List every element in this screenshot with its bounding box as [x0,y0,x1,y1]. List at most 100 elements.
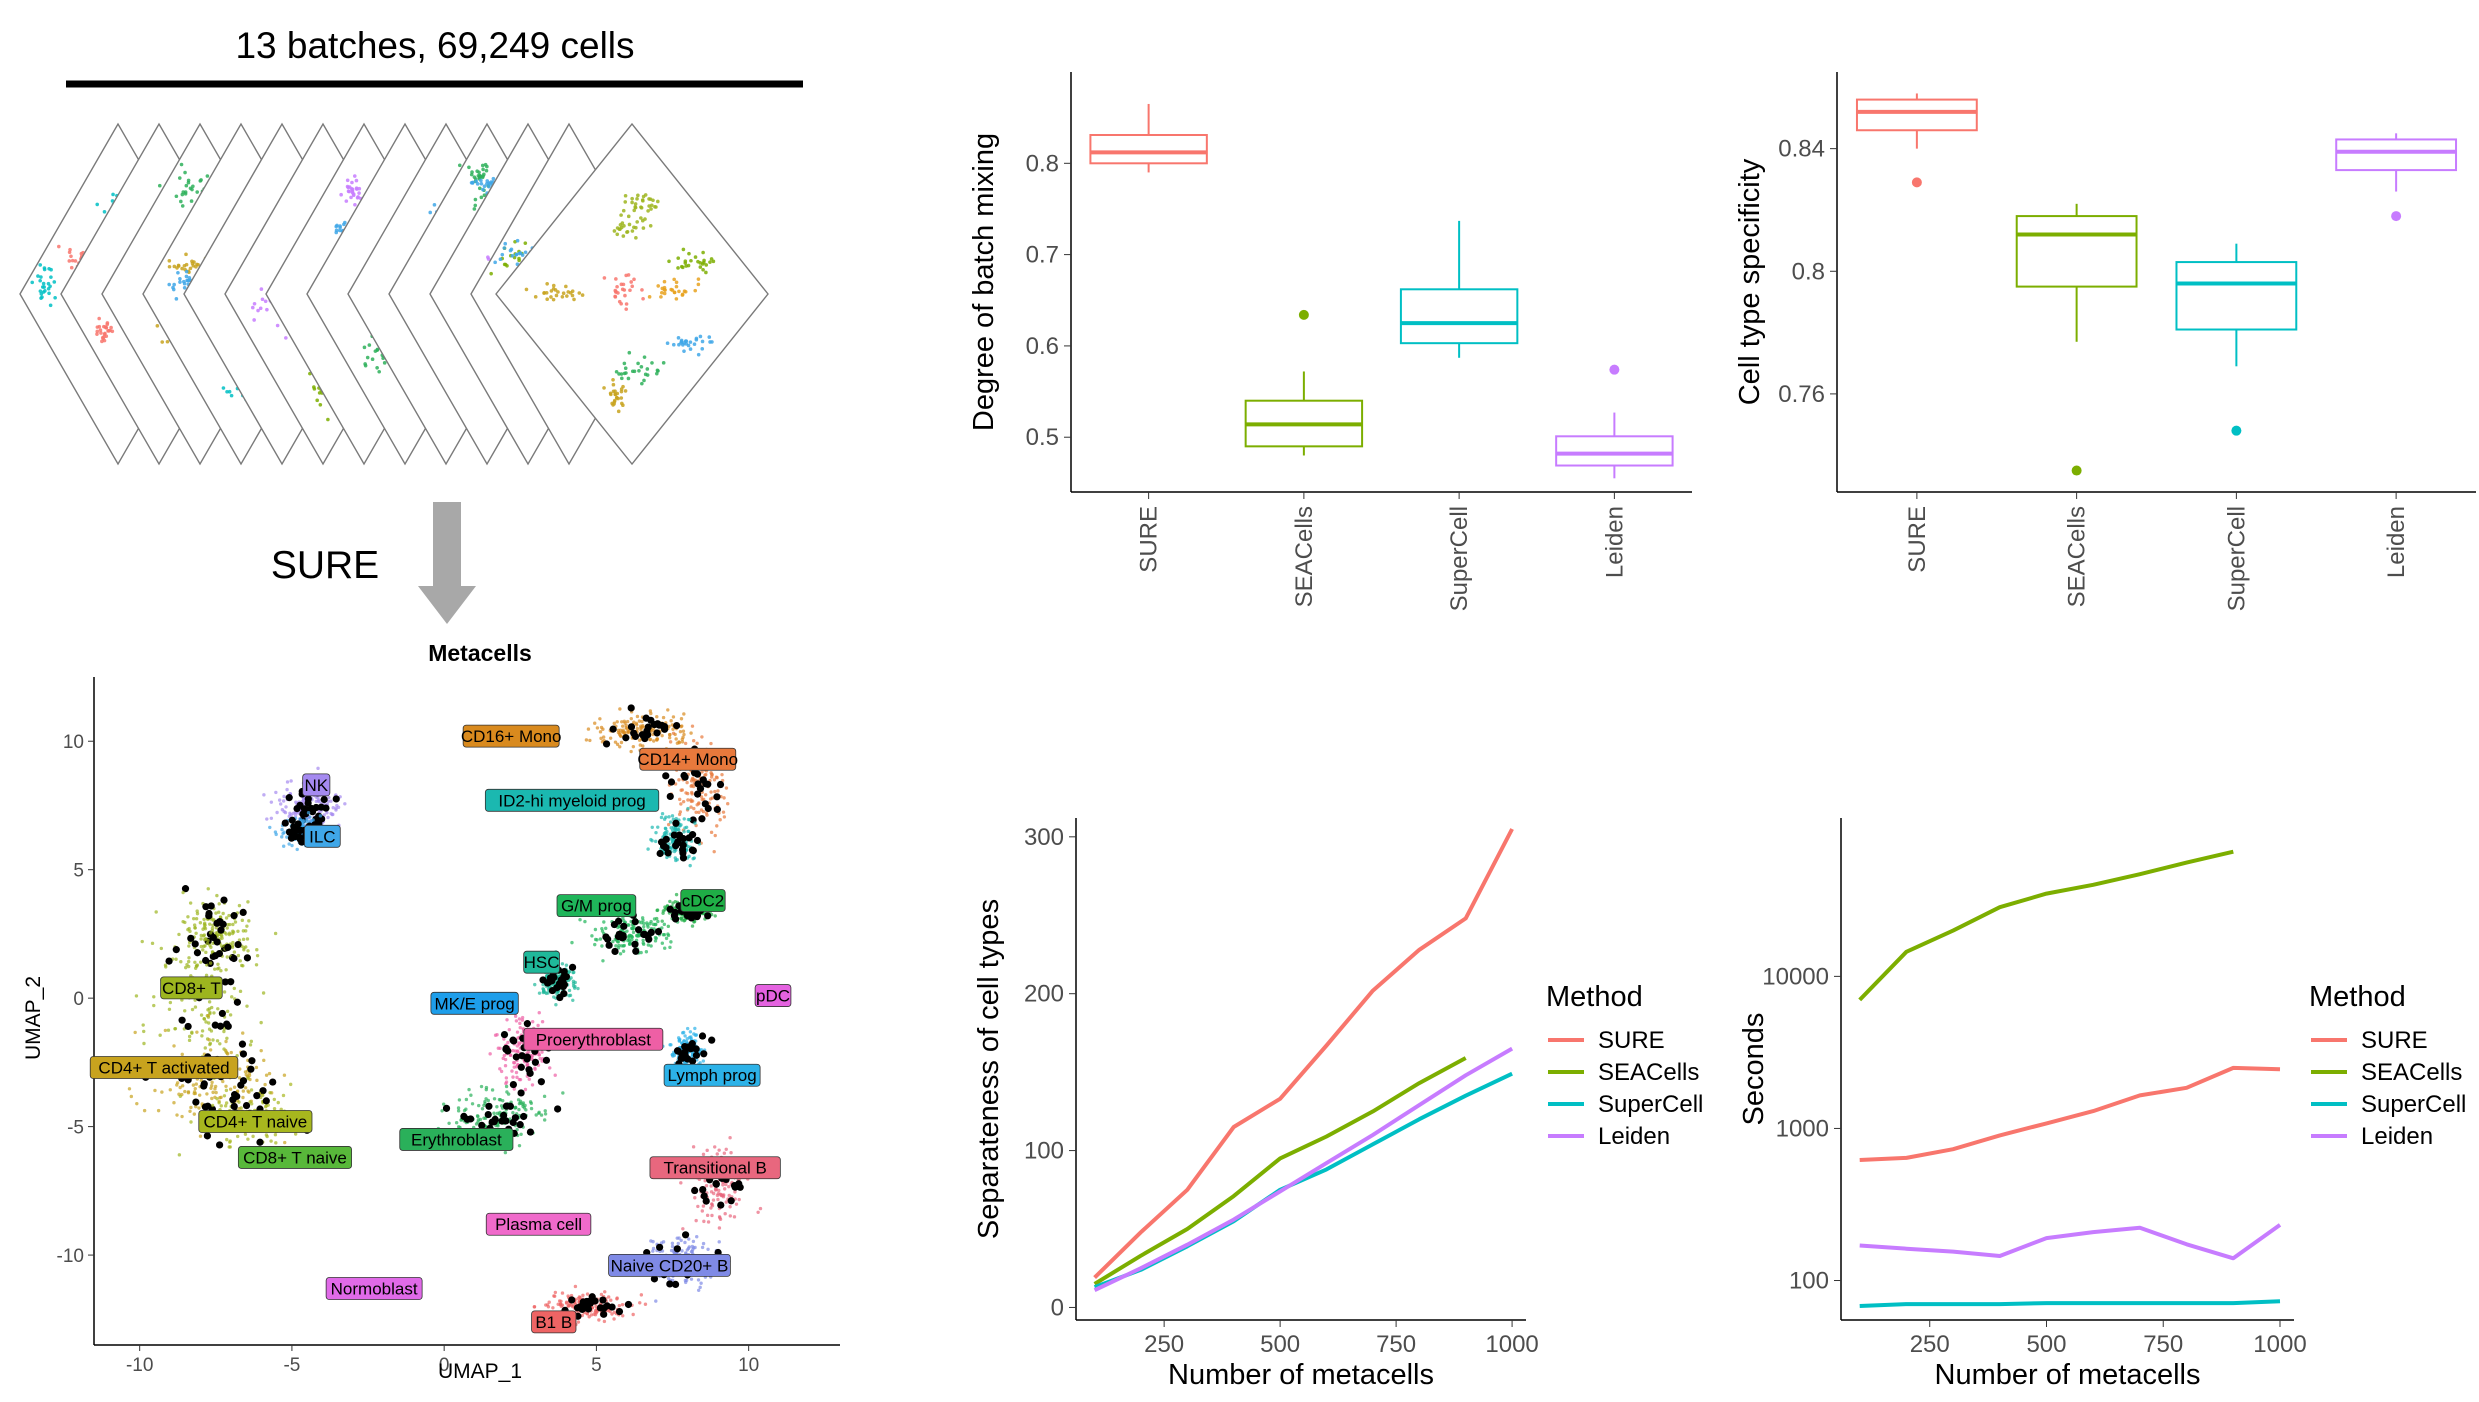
metacell-point [253,1092,261,1100]
umap-cell [709,830,714,835]
batch-cell [611,382,616,387]
x-tick-label: 250 [1910,1331,1950,1358]
umap-cell [554,1003,558,1007]
metacell-point [192,1098,200,1106]
umap-cell [477,1103,481,1108]
cluster-label: pDC [756,987,790,1006]
umap-cell [243,1070,248,1074]
umap-cell [152,995,156,999]
umap-cell [215,893,219,898]
umap-cell [495,1111,500,1116]
umap-cell [187,1038,192,1043]
metacell-point [673,839,681,847]
batch-cell [554,293,559,298]
box-outlier [1609,364,1620,375]
umap-cell [683,918,687,922]
umap-x-tick-label: 0 [439,1355,450,1376]
umap-cell [701,1204,706,1208]
metacell-point [204,1102,212,1110]
umap-cell [199,937,203,941]
umap-cell [619,740,624,745]
umap-cell [542,989,546,994]
cluster-label: CD14+ Mono [637,750,738,769]
umap-cell [203,1046,207,1050]
box-body [1555,435,1674,467]
umap-cell [306,810,311,815]
umap-cell [717,1148,721,1152]
y-axis-label: Degree of batch mixing [968,133,1000,431]
batch-cell [474,179,479,183]
umap-cell [513,1049,518,1053]
umap-cell [220,936,224,940]
umap-cell [559,1299,563,1303]
umap-cell [679,916,683,920]
batch-cell [647,295,652,299]
umap-cell [197,1106,201,1110]
umap-cell [224,1039,228,1044]
batch-cell [184,262,189,267]
batch-cell [662,279,667,284]
umap-cell [183,1089,187,1094]
batch-cell [649,203,654,208]
umap-cell [689,731,693,735]
metacell-point [692,1051,701,1059]
umap-cell [610,1312,614,1316]
umap-cell [569,1303,573,1307]
umap-cell [190,1030,194,1035]
umap-cell [553,1073,557,1077]
batch-cell [367,343,372,347]
batch-cell [482,172,486,177]
umap-cell [623,721,627,725]
batch-cell [482,193,487,198]
umap-cell [447,1121,451,1126]
metacell-point [708,1036,716,1044]
metacell-point [288,816,296,824]
batch-cell [41,281,46,286]
batch-cell [630,196,634,201]
batch-cell [623,389,628,393]
umap-cell [262,1058,266,1063]
batch-cell [612,398,617,403]
umap-cell [202,917,206,922]
umap-cell [655,737,660,741]
batch-cell [48,284,52,289]
metacell-point [256,1138,264,1146]
umap-cell [665,829,669,834]
batch-cell [199,178,203,182]
batch-cell [681,343,685,347]
umap-cell [663,905,667,909]
metacell-point [641,930,649,939]
batch-cell [694,336,699,341]
batch-cell [38,278,42,283]
batch-cell [182,286,187,290]
umap-cell [233,920,238,924]
umap-cell [621,916,625,920]
batch-cell [674,284,679,289]
umap-cell [241,1089,246,1093]
metacell-point [693,836,702,845]
umap-cell [503,1150,508,1155]
umap-cell [308,815,312,819]
umap-cell [667,736,672,740]
metacell-point [656,1243,664,1251]
umap-cell [600,944,604,948]
umap-cell [617,732,622,737]
cluster-label: Lymph prog [668,1066,757,1085]
umap-cell [192,1112,197,1116]
umap-cell [178,1085,182,1090]
umap-cell [528,1100,533,1104]
batch-cell [339,192,343,197]
batch-cell [344,199,349,203]
metacell-point [554,1105,562,1113]
metacell-point [673,722,681,730]
umap-cell [231,930,236,934]
umap-cell [213,1084,218,1089]
batch-cell [645,373,650,377]
umap-cell [675,858,679,862]
umap-cell [185,963,189,967]
batch-cell [649,207,653,211]
batch-cell [174,194,179,199]
batch-cell [160,340,165,344]
batch-cell [677,289,681,294]
umap-cell [482,1103,486,1108]
